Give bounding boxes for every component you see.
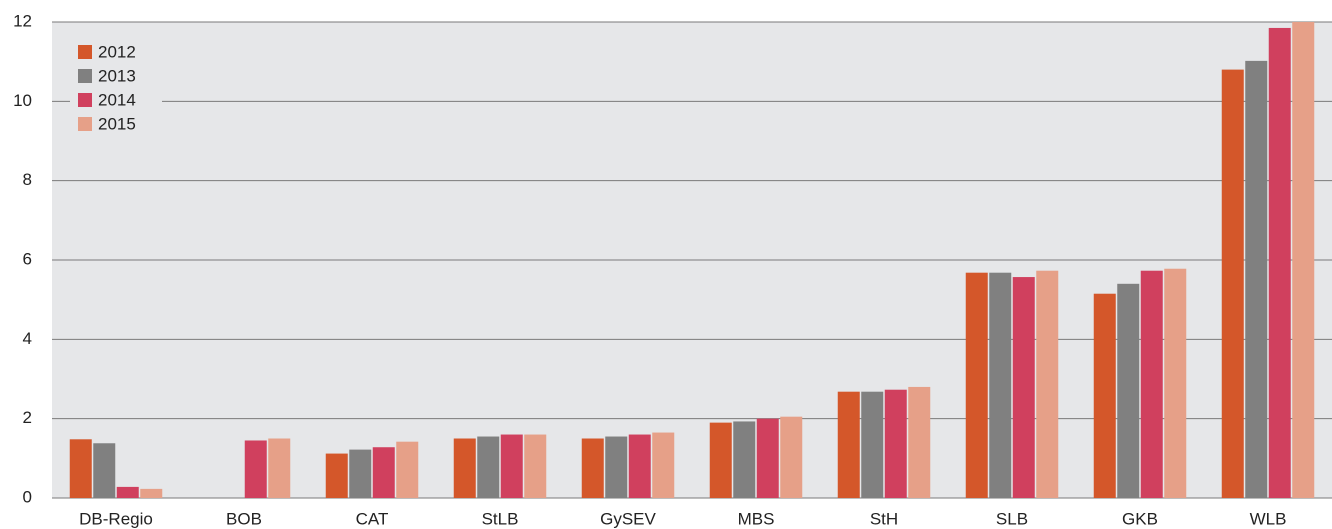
x-tick-label: CAT bbox=[356, 509, 389, 528]
bar bbox=[1292, 22, 1315, 498]
bar bbox=[780, 416, 803, 498]
legend-label: 2012 bbox=[98, 42, 136, 61]
bar bbox=[861, 391, 884, 498]
bar bbox=[628, 434, 651, 498]
bar bbox=[268, 438, 291, 498]
y-tick-label: 8 bbox=[23, 170, 32, 189]
bar bbox=[709, 422, 732, 498]
y-tick-label: 4 bbox=[23, 329, 32, 348]
x-tick-label: DB-Regio bbox=[79, 509, 153, 528]
bar bbox=[756, 418, 779, 498]
x-tick-label: GKB bbox=[1122, 509, 1158, 528]
bar bbox=[733, 421, 756, 498]
y-tick-label: 12 bbox=[13, 11, 32, 30]
bar bbox=[1221, 69, 1244, 498]
bar bbox=[93, 443, 116, 498]
bar bbox=[69, 439, 92, 498]
bar bbox=[908, 386, 931, 498]
x-tick-label: MBS bbox=[738, 509, 775, 528]
bar bbox=[325, 453, 348, 498]
bar bbox=[1036, 270, 1059, 498]
bar bbox=[1245, 60, 1268, 499]
bar bbox=[244, 440, 267, 498]
x-tick-label: SLB bbox=[996, 509, 1028, 528]
legend-label: 2014 bbox=[98, 90, 136, 109]
x-tick-label: BOB bbox=[226, 509, 262, 528]
x-tick-label: WLB bbox=[1250, 509, 1287, 528]
bar bbox=[524, 434, 547, 498]
bar bbox=[1117, 283, 1140, 498]
bar bbox=[1093, 293, 1116, 498]
bar bbox=[116, 486, 139, 498]
bar bbox=[965, 272, 988, 498]
x-tick-label: StLB bbox=[482, 509, 519, 528]
y-tick-label: 10 bbox=[13, 91, 32, 110]
bar bbox=[1268, 27, 1291, 498]
legend-swatch bbox=[78, 117, 92, 131]
legend-label: 2015 bbox=[98, 114, 136, 133]
bar bbox=[1012, 277, 1035, 498]
legend-swatch bbox=[78, 45, 92, 59]
bar bbox=[477, 436, 500, 498]
bar bbox=[989, 272, 1012, 498]
bar bbox=[837, 391, 860, 498]
bar bbox=[349, 449, 372, 498]
x-tick-label: GySEV bbox=[600, 509, 656, 528]
bar bbox=[140, 488, 163, 498]
bar bbox=[1140, 270, 1163, 498]
bar bbox=[652, 432, 675, 498]
legend-swatch bbox=[78, 93, 92, 107]
bar bbox=[453, 438, 476, 498]
legend-swatch bbox=[78, 69, 92, 83]
bar bbox=[581, 438, 604, 498]
y-tick-label: 6 bbox=[23, 249, 32, 268]
bar bbox=[372, 447, 395, 498]
bar bbox=[396, 441, 419, 498]
y-tick-label: 0 bbox=[23, 487, 32, 506]
bar bbox=[500, 434, 523, 498]
legend-label: 2013 bbox=[98, 66, 136, 85]
bar bbox=[884, 389, 907, 498]
bar bbox=[1164, 268, 1187, 498]
y-tick-label: 2 bbox=[23, 408, 32, 427]
x-tick-label: StH bbox=[870, 509, 898, 528]
bar bbox=[605, 436, 628, 498]
